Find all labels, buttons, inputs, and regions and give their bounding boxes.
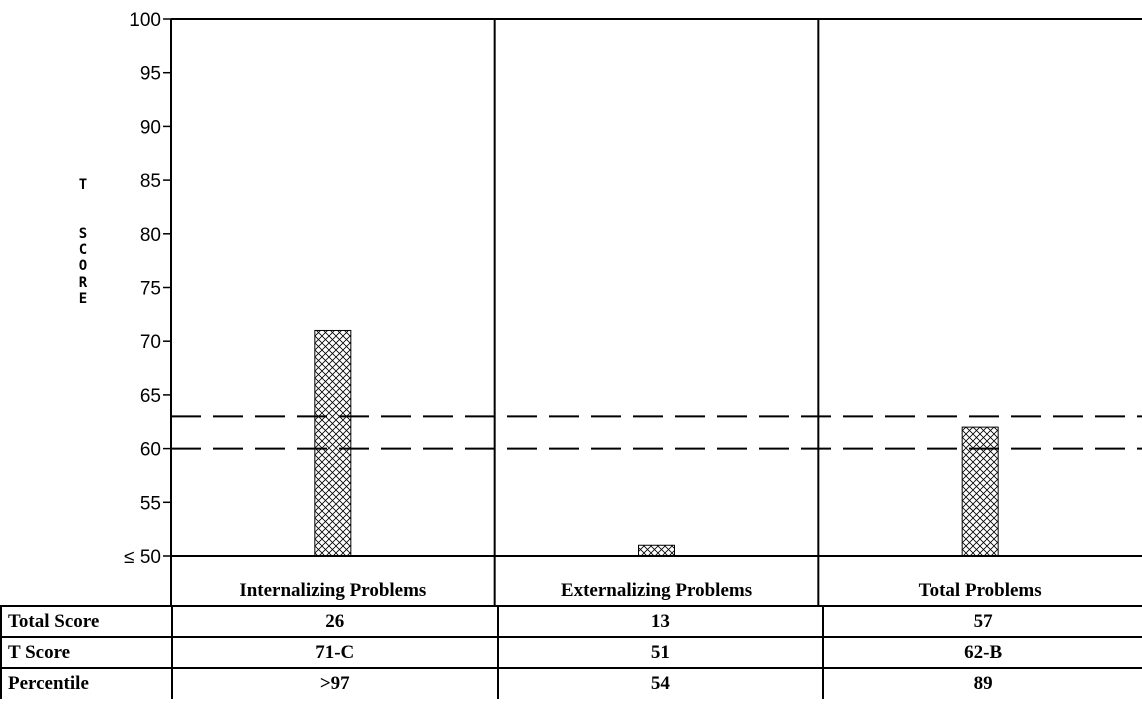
y-tick-label: 80 (140, 225, 161, 246)
y-axis-title-letter: T (79, 177, 87, 193)
y-tick-label: 70 (140, 332, 161, 353)
cell-internalizing-percentile: >97 (170, 667, 499, 699)
y-tick-label: 75 (140, 279, 161, 300)
row-label-percentile: Percentile (0, 667, 173, 699)
y-axis-title-letter: O (79, 258, 87, 274)
category-labels: Internalizing Problems Externalizing Prob… (239, 580, 1041, 601)
y-axis-title-letter: R (79, 275, 88, 291)
bar-internalizing-problems (314, 329, 352, 557)
row-label-total-score: Total Score (0, 605, 173, 638)
category-label-internalizing-problems: Internalizing Problems (239, 580, 426, 601)
bars (314, 329, 999, 557)
category-label-externalizing-problems: Externalizing Problems (561, 580, 752, 601)
score-table: Total Score 26 13 57 T Score 71-C 51 62-… (0, 605, 1142, 699)
table-row: Total Score 26 13 57 (0, 605, 1142, 638)
y-tick-label: 60 (140, 440, 161, 461)
y-tick-label: 100 (129, 10, 161, 31)
y-tick-label: 95 (140, 64, 161, 85)
cell-internalizing-t-score: 71-C (170, 636, 499, 669)
cell-internalizing-total-score: 26 (170, 605, 499, 638)
bar-externalizing-problems (638, 544, 675, 557)
cell-externalizing-total-score: 13 (496, 605, 825, 638)
table-row: T Score 71-C 51 62-B (0, 636, 1142, 669)
y-tick-label: 90 (140, 117, 161, 138)
cell-total-problems-t-score: 62-B (822, 636, 1142, 669)
y-tick-label: 65 (140, 386, 161, 407)
cell-total-problems-percentile: 89 (822, 667, 1142, 699)
table-row: Percentile >97 54 89 (0, 667, 1142, 699)
bar-total-problems (961, 426, 999, 557)
y-tick-label: 85 (140, 171, 161, 192)
cell-externalizing-t-score: 51 (496, 636, 825, 669)
y-axis-ticks: ≤ 50 55 60 65 70 75 80 85 90 95 100 (124, 10, 171, 568)
cell-total-problems-total-score: 57 (822, 605, 1142, 638)
cell-externalizing-percentile: 54 (496, 667, 825, 699)
row-label-t-score: T Score (0, 636, 173, 669)
y-tick-label: 55 (140, 493, 161, 514)
y-axis-title-letter: E (79, 291, 87, 307)
y-tick-label: ≤ 50 (124, 547, 161, 568)
y-axis-title-letter: S (79, 226, 87, 242)
y-axis-title-letter: C (79, 242, 87, 258)
category-label-total-problems: Total Problems (919, 580, 1042, 601)
